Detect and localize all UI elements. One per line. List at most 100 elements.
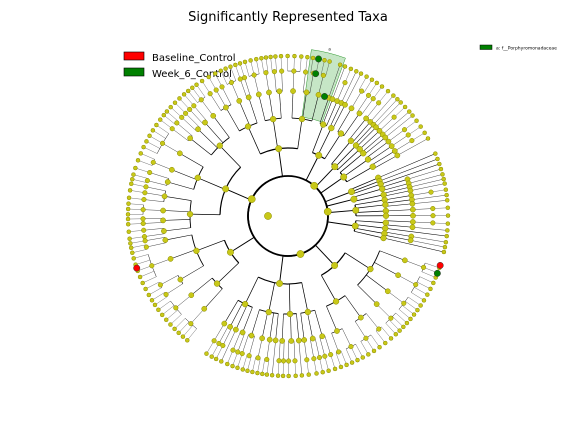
- taxon-node: [164, 179, 171, 185]
- branch-link: [182, 325, 193, 337]
- taxon-node: [428, 286, 433, 292]
- branch-link: [242, 334, 249, 354]
- taxon-node: [273, 54, 278, 59]
- taxon-node: [385, 138, 392, 145]
- branch-link: [166, 309, 178, 320]
- taxon-node: [179, 114, 185, 120]
- branch-link: [380, 163, 440, 185]
- branch-link: [357, 284, 377, 305]
- taxon-node: [410, 212, 416, 219]
- taxon-node: [422, 130, 427, 136]
- taxon-node: [131, 256, 136, 261]
- taxon-node: [276, 88, 283, 95]
- taxon-node: [143, 286, 148, 292]
- branch-link: [297, 118, 303, 149]
- taxon-node: [128, 241, 133, 246]
- branch-link: [235, 304, 248, 330]
- taxon-node: [140, 280, 145, 286]
- branch-link: [221, 329, 237, 362]
- taxon-node: [322, 353, 328, 359]
- branch-link: [373, 99, 398, 125]
- branch-link: [257, 358, 261, 374]
- taxon-node: [306, 372, 311, 377]
- branch-link: [373, 155, 398, 169]
- branch-link: [317, 127, 332, 156]
- taxon-node: [310, 55, 316, 61]
- branch-link: [398, 309, 411, 320]
- branch-link: [230, 66, 236, 81]
- taxon-node: [356, 110, 363, 117]
- taxon-node: [388, 336, 394, 341]
- branch-link: [191, 277, 213, 296]
- branch-link: [271, 340, 276, 376]
- taxon-node: [221, 320, 228, 327]
- branch-link: [153, 162, 172, 170]
- taxon-node: [128, 245, 134, 251]
- branch-link: [244, 77, 251, 97]
- branch-link: [325, 61, 330, 77]
- branch-link: [180, 265, 204, 280]
- branch-link: [175, 295, 192, 308]
- taxon-node: [126, 229, 132, 234]
- taxon-node: [159, 312, 165, 318]
- taxon-node: [280, 373, 286, 379]
- branch-link: [370, 95, 394, 123]
- taxon-node: [225, 361, 230, 367]
- taxon-node: [246, 353, 252, 359]
- branch-link: [385, 220, 413, 223]
- taxon-node: [292, 358, 298, 364]
- taxon-node: [239, 351, 245, 357]
- taxon-node: [291, 68, 297, 74]
- branch-link: [196, 84, 206, 98]
- taxon-node: [271, 69, 277, 75]
- branch-link: [411, 292, 425, 301]
- branch-link: [209, 93, 222, 111]
- branch-link: [197, 177, 226, 190]
- branch-link: [391, 134, 409, 147]
- branch-link: [307, 312, 313, 339]
- branch-link: [384, 231, 412, 237]
- taxon-node: [260, 371, 265, 377]
- taxon-node: [280, 358, 287, 364]
- taxon-node: [379, 84, 385, 89]
- branch-link: [275, 56, 277, 72]
- branch-link: [190, 213, 221, 216]
- taxon-node: [445, 205, 451, 211]
- taxon-node: [169, 166, 175, 173]
- taxon-node: [358, 71, 364, 76]
- branch-link: [242, 355, 248, 370]
- taxon-node: [228, 64, 233, 69]
- taxon-node: [236, 98, 243, 104]
- taxon-node: [418, 303, 423, 308]
- taxon-node: [430, 206, 436, 212]
- branch-link: [326, 198, 355, 207]
- taxon-node: [286, 310, 294, 318]
- taxon-node: [255, 91, 262, 98]
- taxon-node: [161, 228, 167, 234]
- taxon-node: [319, 333, 326, 340]
- branch-link: [378, 153, 436, 179]
- branch-link: [331, 333, 339, 352]
- taxon-node: [138, 151, 143, 156]
- taxon-node: [263, 55, 269, 60]
- taxon-node: [266, 336, 273, 343]
- taxon-node: [174, 120, 180, 126]
- taxon-node: [442, 244, 448, 250]
- taxon-node: [285, 53, 290, 59]
- branch-link: [304, 339, 307, 360]
- legend-label-week6: Week_6_Control: [152, 69, 232, 80]
- branch-link: [379, 117, 395, 131]
- branch-link: [376, 303, 391, 319]
- branch-link: [332, 104, 346, 129]
- branch-link: [172, 128, 189, 141]
- branch-link: [425, 262, 440, 269]
- taxon-node: [344, 362, 349, 368]
- branch-link: [315, 244, 335, 266]
- branch-link: [388, 129, 405, 142]
- taxon-node: [391, 93, 396, 98]
- taxon-node: [320, 369, 325, 375]
- taxon-node: [259, 335, 265, 342]
- branch-link: [355, 204, 386, 209]
- branch-link: [133, 174, 148, 179]
